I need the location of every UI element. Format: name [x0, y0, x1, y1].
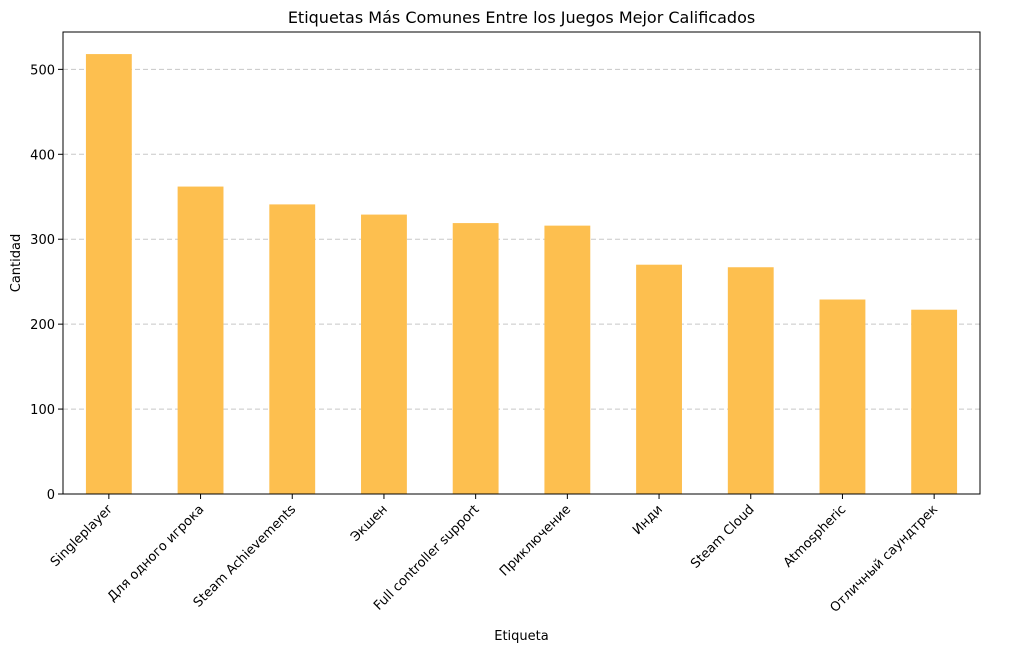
x-tick-label: Steam Achievements [191, 502, 300, 611]
x-tick-label: Atmospheric [781, 502, 849, 570]
bar [177, 186, 224, 495]
y-tick-label: 500 [30, 63, 55, 78]
y-tick-label: 300 [30, 233, 55, 248]
bar [85, 54, 132, 495]
bar [819, 299, 866, 494]
bar [911, 309, 958, 494]
x-tick-label: Full controller support [371, 502, 482, 613]
y-axis-label: Cantidad [9, 234, 24, 292]
y-tick-label: 100 [30, 403, 55, 418]
y-tick-label: 0 [47, 488, 55, 503]
x-tick-label: Экшен [348, 502, 391, 545]
bar [544, 225, 591, 494]
x-tick-label: Отличный саундтрек [827, 502, 941, 616]
y-axis-ticks: 0 100 200 300 400 500 [30, 63, 63, 503]
x-tick-label: Приключение [497, 502, 574, 579]
x-tick-label: Инди [630, 502, 666, 538]
bars [85, 54, 958, 495]
bar [452, 223, 499, 494]
x-tick-label: Для одного игрока [105, 502, 208, 605]
bar [727, 267, 774, 494]
bar [269, 204, 316, 494]
chart-title: Etiquetas Más Comunes Entre los Juegos M… [288, 8, 755, 27]
x-axis-label: Etiqueta [494, 629, 548, 644]
y-tick-label: 400 [30, 148, 55, 163]
y-tick-label: 200 [30, 318, 55, 333]
x-tick-label: Steam Cloud [688, 502, 757, 571]
bar [361, 214, 407, 494]
plot-frame [62, 31, 981, 495]
bar [636, 264, 682, 494]
x-tick-label: Singleplayer [48, 502, 116, 570]
